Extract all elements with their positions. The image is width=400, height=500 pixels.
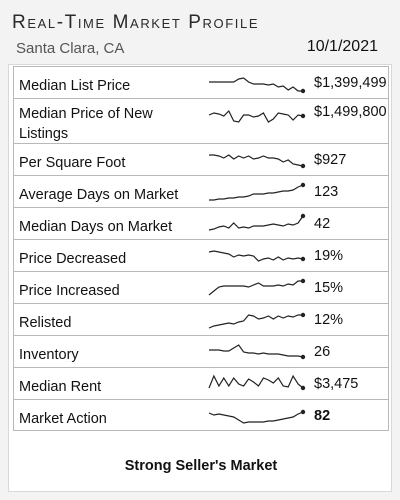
trend-line — [208, 215, 304, 231]
trend-endpoint — [300, 163, 306, 169]
trend-line — [208, 374, 304, 389]
location-label: Santa Clara, CA — [16, 40, 125, 57]
trend-line — [208, 411, 304, 424]
metric-label: Median Rent — [19, 379, 102, 395]
metric-row: Median Rent $3,475 — [13, 367, 389, 399]
metric-value: $1,399,499 — [314, 75, 387, 91]
trend-line — [208, 280, 303, 296]
trend-endpoint — [300, 278, 306, 284]
metric-row: Relisted 12% — [13, 303, 389, 335]
trend-endpoint — [300, 354, 306, 360]
trend-endpoint — [300, 113, 306, 119]
trend-sparkline — [208, 250, 306, 262]
trend-line — [209, 77, 303, 92]
metric-label: Market Action — [19, 411, 107, 427]
metric-row: Median List Price $1,399,499 — [13, 66, 389, 98]
metric-value: 42 — [314, 216, 331, 232]
page-title: Real-Time Market Profile — [12, 12, 260, 33]
metric-value: 19% — [314, 248, 344, 264]
metric-label: Average Days on Market — [19, 187, 179, 203]
trend-sparkline — [208, 278, 306, 296]
metric-label: Median Days on Market — [19, 219, 173, 235]
metrics-table: Median List Price $1,399,499 Median Price … — [9, 66, 393, 431]
metric-label: Median List Price — [19, 78, 131, 94]
metric-value: $927 — [314, 152, 347, 168]
trend-endpoint — [300, 213, 306, 219]
trend-line — [209, 344, 304, 358]
metric-row: Price Increased 15% — [13, 271, 389, 303]
metric-value: 12% — [314, 312, 344, 328]
trend-line — [208, 109, 304, 123]
metric-value: 15% — [314, 280, 344, 296]
trend-sparkline — [209, 77, 306, 94]
trend-line — [208, 250, 304, 262]
metric-label: Median Price of New Listings — [19, 106, 153, 142]
trend-line — [208, 314, 303, 329]
metric-row: Average Days on Market 123 — [13, 175, 389, 207]
trend-sparkline — [208, 409, 306, 424]
metric-label: Price Decreased — [19, 251, 127, 267]
trend-line — [209, 154, 304, 167]
metric-row: Price Decreased 19% — [13, 239, 389, 271]
trend-endpoint — [300, 182, 306, 188]
metric-row: Market Action 82 — [13, 399, 389, 431]
metric-row: Median Price of New Listings $1,499,800 — [13, 98, 389, 143]
trend-sparkline — [208, 109, 306, 123]
metric-value: 82 — [314, 408, 331, 424]
report-date: 10/1/2021 — [306, 38, 378, 55]
metric-label: Inventory — [19, 347, 79, 363]
metric-label: Per Square Foot — [19, 155, 126, 171]
trend-line — [209, 184, 304, 201]
trend-sparkline — [208, 213, 306, 231]
trend-sparkline — [209, 154, 306, 169]
metric-value: $1,499,800 — [314, 104, 387, 120]
metric-value: 123 — [314, 184, 339, 200]
market-profile-panel: Median List Price $1,399,499 Median Price … — [8, 64, 392, 492]
metric-row: Median Days on Market 42 — [13, 207, 389, 239]
metric-value: 26 — [314, 344, 331, 360]
trend-sparkline — [208, 374, 306, 391]
trend-endpoint — [300, 409, 306, 415]
trend-endpoint — [300, 312, 306, 318]
metric-label: Relisted — [19, 315, 72, 331]
trend-sparkline — [209, 182, 306, 201]
trend-sparkline — [208, 312, 306, 329]
metric-row: Per Square Foot $927 — [13, 143, 389, 175]
metric-label: Price Increased — [19, 283, 120, 299]
trend-endpoint — [300, 88, 306, 94]
trend-endpoint — [300, 385, 306, 391]
trend-endpoint — [300, 256, 306, 262]
market-status: Strong Seller's Market — [124, 458, 278, 474]
metric-row: Inventory 26 — [13, 335, 389, 367]
trend-sparkline — [209, 344, 306, 360]
metric-value: $3,475 — [314, 376, 359, 392]
